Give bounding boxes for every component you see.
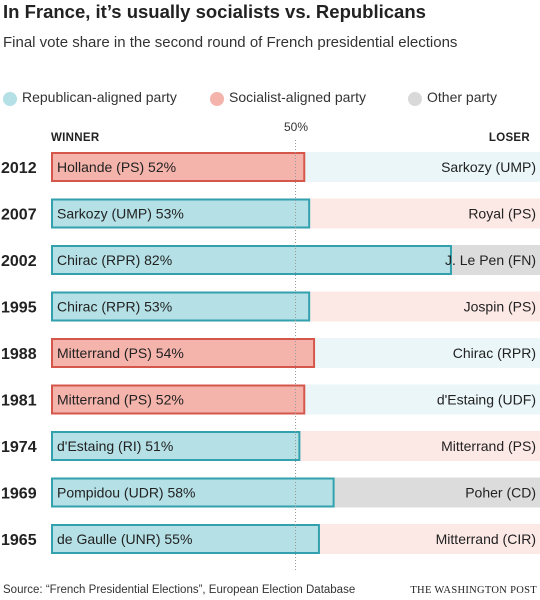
legend-label-republican: Republican-aligned party	[22, 89, 177, 105]
loser-bar	[451, 245, 540, 275]
year-label: 2007	[1, 207, 37, 224]
winner-bar	[51, 245, 452, 275]
legend-label-socialist: Socialist-aligned party	[229, 89, 366, 105]
winner-bar	[51, 338, 316, 368]
winner-bar	[51, 477, 335, 508]
loser-label: Mitterrand (PS)	[441, 438, 536, 454]
loser-label: Jospin (PS)	[464, 299, 536, 315]
winner-bar	[51, 524, 320, 554]
year-label: 1995	[1, 300, 37, 317]
year-label: 1981	[1, 393, 37, 410]
winner-label: Mitterrand (PS) 54%	[57, 345, 184, 361]
legend-label-other: Other party	[427, 89, 498, 105]
winner-bar	[51, 384, 306, 415]
loser-bar	[310, 291, 540, 322]
loser-label: Sarkozy (UMP)	[441, 159, 536, 175]
loser-bar	[334, 477, 540, 508]
winner-bar	[51, 152, 306, 182]
loser-label: J. Le Pen (FN)	[445, 252, 536, 268]
year-label: 1969	[1, 486, 37, 503]
winner-label: Mitterrand (PS) 52%	[57, 392, 184, 408]
loser-bar	[305, 152, 540, 182]
year-label: 1988	[1, 346, 37, 363]
winner-bar	[51, 198, 311, 229]
loser-bar	[319, 524, 540, 554]
winner-label: Pompidou (UDR) 58%	[57, 485, 196, 501]
loser-bar	[315, 338, 540, 368]
source-note: Source: “French Presidential Elections”,…	[3, 584, 356, 596]
year-label: 2012	[1, 160, 37, 177]
legend: Republican-aligned party Socialist-align…	[0, 89, 540, 109]
winner-label: Hollande (PS) 52%	[57, 159, 176, 175]
chart-subtitle: Final vote share in the second round of …	[3, 34, 458, 51]
loser-header: LOSER	[488, 132, 530, 144]
loser-bar	[300, 431, 540, 461]
loser-bar	[305, 384, 540, 415]
winner-label: de Gaulle (UNR) 55%	[57, 531, 192, 547]
winner-label: Chirac (RPR) 53%	[57, 299, 172, 315]
winner-label: d'Estaing (RI) 51%	[57, 438, 173, 454]
loser-label: d'Estaing (UDF)	[437, 392, 536, 408]
winner-header: WINNER	[51, 132, 100, 144]
chart-title: In France, it’s usually socialists vs. R…	[3, 1, 426, 22]
legend-swatch-other	[408, 92, 422, 106]
midline-label: 50%	[284, 120, 309, 134]
loser-label: Royal (PS)	[468, 206, 536, 222]
loser-label: Chirac (RPR)	[453, 345, 536, 361]
winner-label: Sarkozy (UMP) 53%	[57, 206, 184, 222]
winner-bar	[51, 291, 311, 322]
winner-bar	[51, 431, 301, 461]
legend-swatch-republican	[3, 92, 17, 106]
loser-label: Poher (CD)	[465, 485, 536, 501]
loser-label: Mitterrand (CIR)	[436, 531, 536, 547]
year-label: 1974	[1, 439, 37, 456]
year-label: 1965	[1, 532, 37, 549]
loser-bar	[310, 198, 540, 229]
year-label: 2002	[1, 253, 37, 270]
legend-swatch-socialist	[210, 92, 224, 106]
winner-label: Chirac (RPR) 82%	[57, 252, 172, 268]
publisher-brand: THE WASHINGTON POST	[410, 585, 537, 596]
